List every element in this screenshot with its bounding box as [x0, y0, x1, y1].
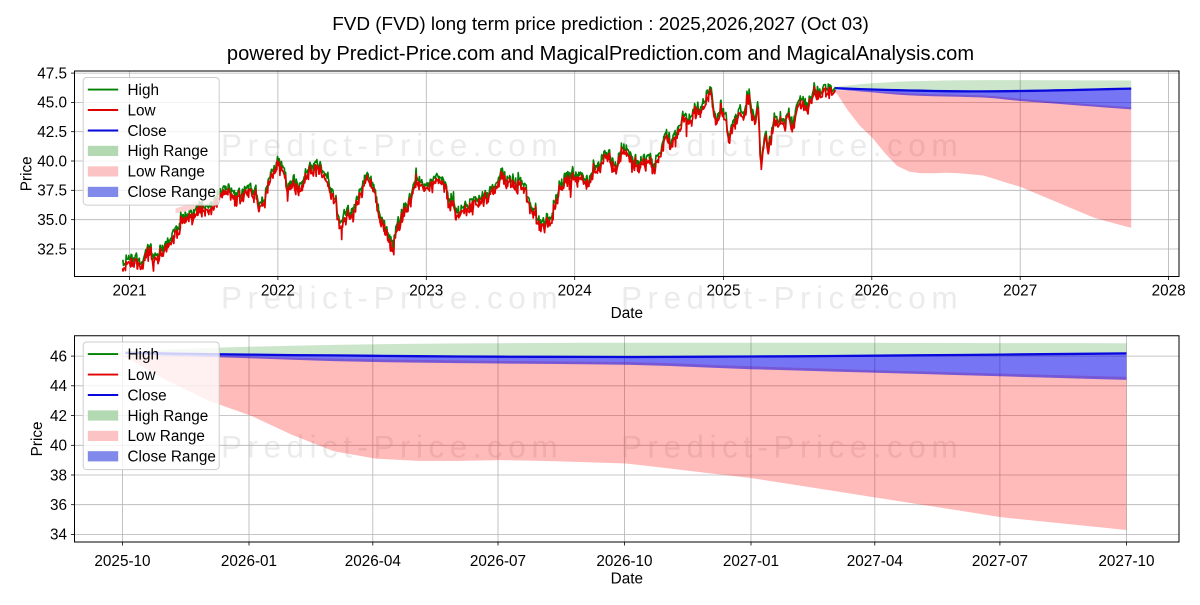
svg-text:47.5: 47.5	[37, 65, 67, 82]
svg-text:2021: 2021	[112, 283, 146, 300]
svg-text:Low Range: Low Range	[128, 428, 205, 445]
svg-text:powered by Predict-Price.com a: powered by Predict-Price.com and Magical…	[227, 43, 974, 65]
svg-text:36: 36	[50, 497, 67, 514]
svg-text:2026-04: 2026-04	[345, 553, 402, 570]
svg-text:Low: Low	[128, 367, 157, 384]
svg-text:34: 34	[50, 527, 68, 544]
svg-text:32.5: 32.5	[37, 241, 67, 258]
svg-text:2026-01: 2026-01	[221, 553, 277, 570]
svg-text:40.0: 40.0	[37, 153, 67, 170]
svg-text:Predict-Price.com: Predict-Price.com	[221, 127, 563, 163]
svg-text:45.0: 45.0	[37, 95, 67, 112]
svg-text:2028: 2028	[1152, 283, 1186, 300]
svg-text:High: High	[128, 82, 159, 99]
svg-text:2027-04: 2027-04	[847, 553, 904, 570]
svg-text:44: 44	[50, 378, 68, 395]
svg-text:2023: 2023	[409, 283, 443, 300]
svg-text:Predict-Price.com: Predict-Price.com	[221, 429, 563, 465]
svg-text:2027-07: 2027-07	[972, 553, 1028, 570]
svg-text:Low Range: Low Range	[128, 164, 205, 181]
svg-text:Close Range: Close Range	[128, 449, 216, 466]
svg-text:Close: Close	[128, 387, 167, 404]
svg-text:2022: 2022	[261, 283, 295, 300]
svg-text:High Range: High Range	[128, 143, 209, 160]
svg-text:40: 40	[50, 438, 67, 455]
svg-text:2025-10: 2025-10	[94, 553, 150, 570]
svg-text:2027-10: 2027-10	[1098, 553, 1154, 570]
svg-text:Price: Price	[29, 421, 46, 456]
svg-text:Close: Close	[128, 123, 167, 140]
svg-text:2026-10: 2026-10	[596, 553, 652, 570]
svg-text:2026: 2026	[855, 283, 889, 300]
svg-text:Date: Date	[611, 305, 643, 322]
svg-text:High Range: High Range	[128, 408, 209, 425]
svg-text:Predict-Price.com: Predict-Price.com	[621, 280, 963, 316]
svg-text:2024: 2024	[558, 283, 593, 300]
svg-text:High: High	[128, 346, 159, 363]
svg-text:35.0: 35.0	[37, 212, 67, 229]
svg-text:37.5: 37.5	[37, 183, 67, 200]
svg-text:Price: Price	[19, 156, 36, 191]
svg-text:FVD (FVD) long term price pred: FVD (FVD) long term price prediction : 2…	[332, 14, 869, 35]
svg-text:38: 38	[50, 467, 67, 484]
svg-text:Close Range: Close Range	[128, 184, 216, 201]
svg-text:Date: Date	[611, 571, 643, 588]
svg-text:2025: 2025	[706, 283, 740, 300]
svg-text:Predict-Price.com: Predict-Price.com	[221, 280, 563, 316]
svg-text:42: 42	[50, 408, 67, 425]
svg-text:2027: 2027	[1003, 283, 1037, 300]
svg-text:Low: Low	[128, 102, 157, 119]
svg-text:Predict-Price.com: Predict-Price.com	[621, 429, 963, 465]
svg-text:2027-01: 2027-01	[723, 553, 779, 570]
svg-text:42.5: 42.5	[37, 124, 67, 141]
svg-text:2026-07: 2026-07	[470, 553, 526, 570]
svg-text:46: 46	[50, 348, 67, 365]
